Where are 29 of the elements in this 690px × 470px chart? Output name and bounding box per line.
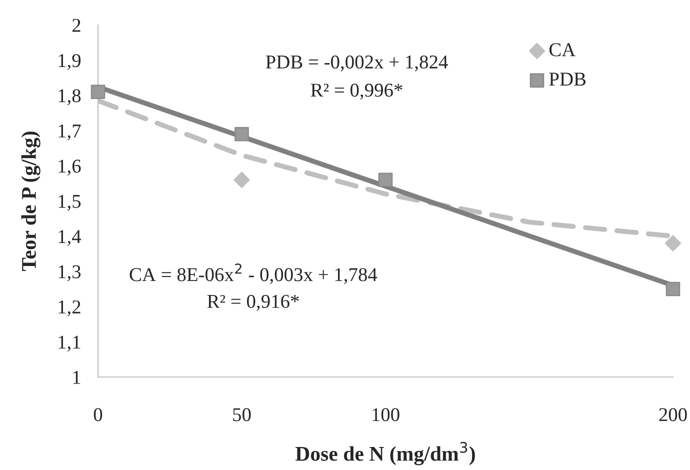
y-tick-label: 1,7 (58, 124, 81, 140)
y-tick-label: 2 (72, 18, 80, 32)
y-tick-label: 1,5 (58, 194, 81, 211)
y-tick-label: 1,4 (58, 230, 82, 246)
x-tick-label: 100 (372, 408, 400, 422)
x-axis-title: Dose de N (mg/dm$^{3}$) (295, 442, 475, 466)
point (90, 84, 106, 100)
y-tick-label: 1,9 (58, 54, 81, 70)
y-tick-label: 1 (73, 370, 80, 384)
annotation: CA = 8E-06x$^{2}$ - 0,003x + 1,784 (130, 263, 378, 284)
y-tick-label: 1,3 (58, 265, 81, 282)
y-tick-label: 1,8 (58, 89, 81, 106)
point (234, 126, 249, 142)
x-tick-label: 200 (659, 408, 687, 422)
y-tick-label: 1,6 (58, 160, 81, 176)
point (378, 172, 393, 188)
point (666, 282, 680, 296)
legend-label: CA (549, 43, 576, 56)
point (234, 172, 250, 188)
annotation: R² = 0,916* (207, 294, 299, 311)
point (664, 235, 682, 252)
y-tick-label: 1,2 (58, 300, 80, 316)
annotation: PDB = -0,002x + 1,824 (266, 55, 448, 72)
y-axis-title: Teor de P (g/kg) (21, 132, 40, 272)
legend-label: PDB (549, 72, 586, 86)
y-tick-label: 1,1 (58, 336, 80, 352)
annotation: R² = 0,996* (310, 84, 402, 100)
x-tick-label: 0 (94, 408, 102, 422)
x-tick-label: 50 (233, 408, 251, 422)
